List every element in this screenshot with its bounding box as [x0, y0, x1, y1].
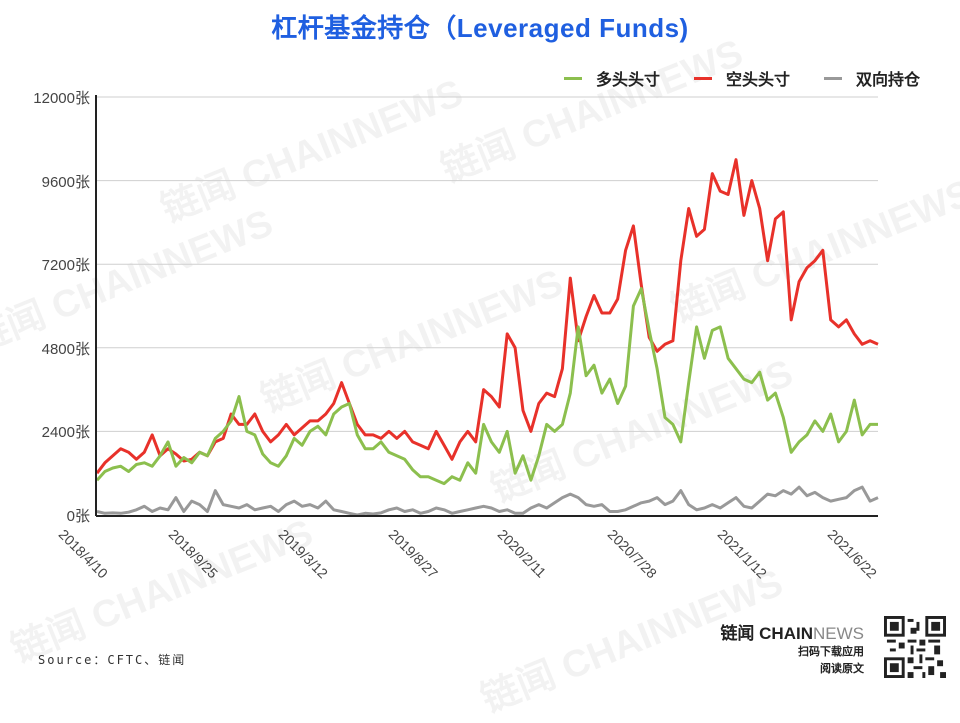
legend-label-short: 空头头寸: [725, 72, 790, 89]
brand-line1: 扫码下载应用: [798, 646, 864, 658]
qr-code-icon[interactable]: [884, 616, 946, 678]
y-tick-label: 4800张: [41, 340, 90, 358]
brand-block: 链闻 CHAINNEWS 扫码下载应用 阅读原文: [720, 619, 864, 678]
legend: 多头头寸 空头头寸 双向持仓: [563, 66, 920, 90]
brand-name-bold: 链闻 CHAIN: [720, 624, 813, 643]
legend-swatch-spread: [823, 76, 842, 80]
series-line-0: [95, 287, 878, 486]
brand-name-light: NEWS: [813, 624, 864, 643]
brand-line2: 阅读原文: [820, 663, 864, 675]
y-tick-label: 12000张: [33, 90, 90, 107]
y-tick-label: 0张: [66, 508, 90, 525]
brand-name: 链闻 CHAINNEWS: [720, 619, 864, 644]
series-line-1: [95, 158, 879, 475]
source-note: Source：CFTC、链闻: [38, 653, 187, 667]
legend-item-long: 多头头寸: [563, 66, 660, 90]
gridlines: [96, 96, 878, 432]
y-tick-label: 2400张: [41, 424, 90, 442]
plot-area: [95, 95, 879, 517]
legend-item-short: 空头头寸: [693, 66, 790, 90]
y-tick-label: 7200张: [41, 257, 90, 275]
chart-title: 杠杆基金持仓（Leveraged Funds): [271, 13, 689, 43]
legend-item-spread: 双向持仓: [823, 66, 920, 90]
y-tick-label: 9600张: [41, 173, 90, 191]
series-line-2: [96, 485, 879, 517]
legend-label-long: 多头头寸: [595, 72, 660, 89]
legend-swatch-long: [563, 76, 582, 80]
legend-swatch-short: [693, 76, 712, 80]
legend-label-spread: 双向持仓: [855, 72, 920, 89]
series-lines: [95, 158, 879, 517]
